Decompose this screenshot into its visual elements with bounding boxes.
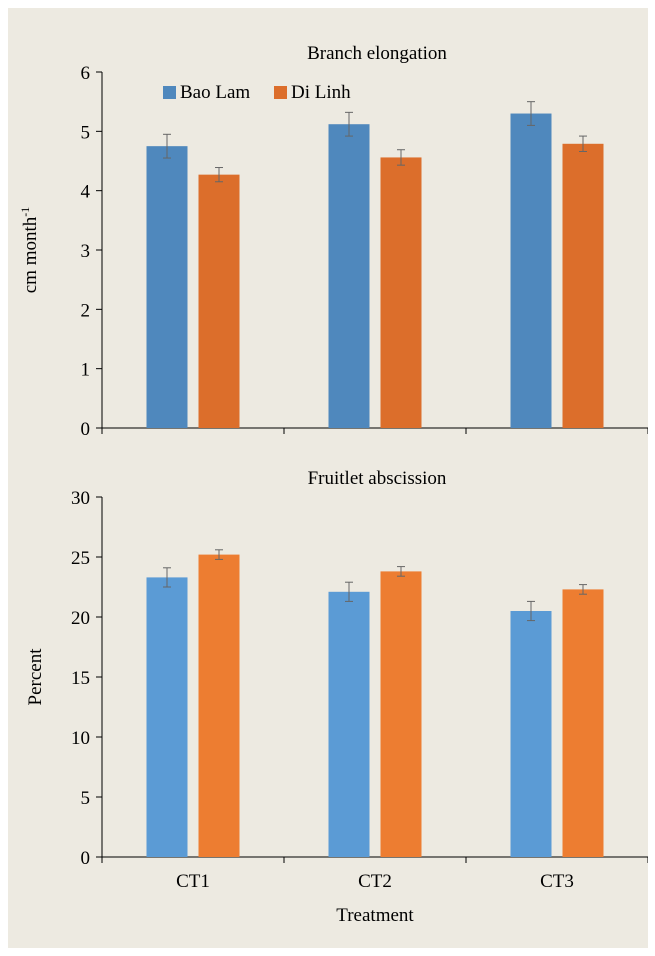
- legend-label: Bao Lam: [180, 82, 250, 103]
- y-tick-label: 10: [71, 728, 90, 749]
- legend-swatch: [163, 86, 176, 99]
- y-tick-label: 6: [81, 63, 91, 84]
- x-tick-label: CT3: [540, 871, 574, 892]
- y-tick-label: 5: [81, 788, 91, 809]
- x-tick-label: CT1: [176, 871, 210, 892]
- bar-bao-lam-ct2: [328, 124, 370, 429]
- bar-di-linh-ct3: [562, 143, 604, 428]
- bar-di-linh-ct1: [198, 174, 240, 428]
- y-tick-label: 20: [71, 608, 90, 629]
- legend-swatch: [274, 86, 287, 99]
- chart-title: Branch elongation: [307, 43, 447, 64]
- bar-di-linh-ct1: [198, 554, 240, 857]
- bar-di-linh-ct2: [380, 157, 422, 428]
- chart-title: Fruitlet abscission: [308, 468, 447, 489]
- y-tick-label: 2: [81, 300, 91, 321]
- bar-bao-lam-ct3: [510, 611, 552, 857]
- x-tick-label: CT2: [358, 871, 392, 892]
- legend-label: Di Linh: [291, 82, 351, 103]
- y-axis-label: cm month-1: [18, 207, 41, 294]
- y-tick-label: 0: [81, 848, 91, 869]
- x-axis-label: Treatment: [336, 905, 414, 926]
- y-tick-label: 15: [71, 668, 90, 689]
- y-axis-label: Percent: [25, 648, 46, 706]
- y-axis-label-text: Percent: [25, 648, 46, 706]
- bar-bao-lam-ct1: [146, 577, 188, 857]
- y-axis-label-superscript: -1: [18, 207, 32, 217]
- y-tick-label: 3: [81, 241, 91, 262]
- bar-di-linh-ct3: [562, 589, 604, 857]
- y-tick-label: 0: [81, 419, 91, 440]
- panel-fruitlet-abscission: Fruitlet abscission 0 5 10 15 20 25 30 Percent CT…: [25, 468, 648, 926]
- y-tick-label: 25: [71, 548, 90, 569]
- bar-bao-lam-ct2: [328, 591, 370, 857]
- y-tick-label: 30: [71, 488, 90, 509]
- bar-bao-lam-ct3: [510, 113, 552, 429]
- figure: Branch elongation 0 1 2 3 4 5 6 cm month-1 Bao La…: [8, 8, 648, 948]
- y-axis-label-text: cm month: [20, 216, 41, 293]
- bar-di-linh-ct2: [380, 571, 422, 857]
- y-tick-label: 4: [81, 182, 91, 203]
- y-tick-label: 1: [81, 360, 91, 381]
- y-tick-label: 5: [81, 122, 91, 143]
- bar-bao-lam-ct1: [146, 146, 188, 428]
- chart-canvas: Branch elongation 0 1 2 3 4 5 6 cm month-1 Bao La…: [18, 43, 648, 926]
- panel-branch-elongation: Branch elongation 0 1 2 3 4 5 6 cm month-1 Bao La…: [18, 43, 648, 440]
